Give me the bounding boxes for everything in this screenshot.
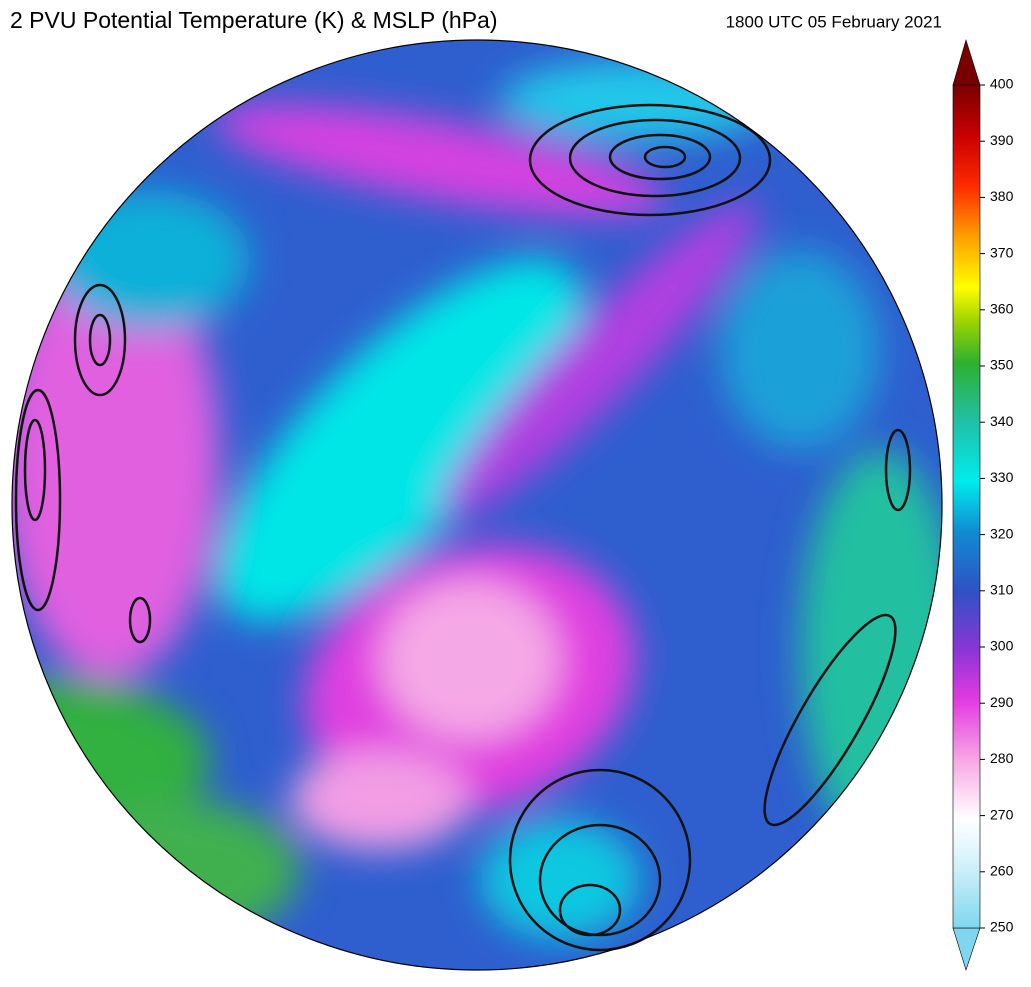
pressure-contours — [14, 103, 912, 952]
colorbar-tick-label: 310 — [990, 582, 1014, 598]
colorbar-tick-label: 340 — [990, 413, 1014, 429]
colorbar-tick-label: 300 — [990, 638, 1014, 654]
colorbar-tick-label: 350 — [990, 357, 1014, 373]
map-title: 2 PVU Potential Temperature (K) & MSLP (… — [10, 7, 497, 33]
globe-outline — [11, 39, 943, 971]
colorbar-tick-label: 250 — [990, 919, 1014, 935]
colorbar-tick-label: 370 — [990, 244, 1014, 260]
colorbar-tick-label: 290 — [990, 694, 1014, 710]
colorbar-tick-label: 380 — [990, 188, 1014, 204]
colorbar: 250 260 270 280 290 300 310 320 330 340 350 360 370 3… — [952, 38, 1014, 971]
colorbar-tick-label: 390 — [990, 132, 1014, 148]
colorbar-tick-label: 330 — [990, 469, 1014, 485]
colorbar-tick-label: 360 — [990, 301, 1014, 317]
colorbar-tick-label: 280 — [990, 750, 1014, 766]
valid-time: 1800 UTC 05 February 2021 — [726, 12, 942, 31]
colorbar-tick-label: 320 — [990, 525, 1014, 541]
colorbar-tick-label: 260 — [990, 863, 1014, 879]
map-field — [12, 40, 942, 970]
colorbar-tick-label: 400 — [990, 76, 1014, 92]
colorbar-tick-label: 270 — [990, 806, 1014, 822]
